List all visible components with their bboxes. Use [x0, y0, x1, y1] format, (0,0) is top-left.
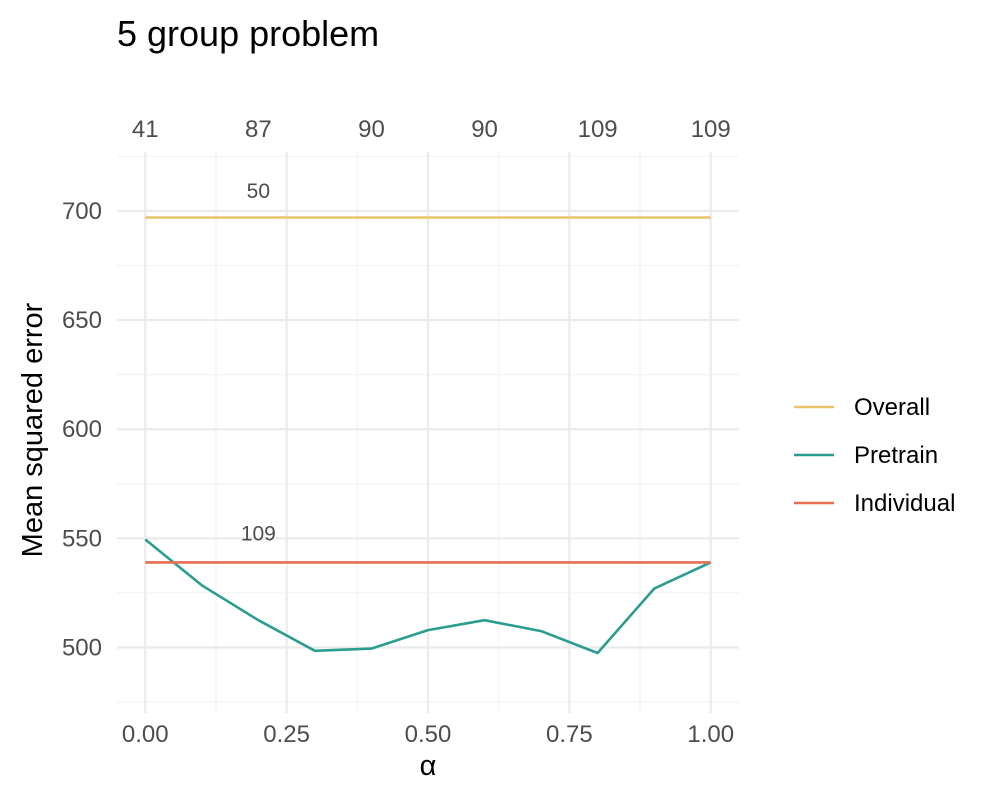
top-axis-label: 109	[578, 116, 618, 143]
y-tick-label: 550	[62, 525, 102, 552]
legend-label-individual: Individual	[854, 490, 955, 517]
top-axis-label: 87	[245, 116, 272, 143]
y-tick-label: 650	[62, 307, 102, 334]
legend-label-pretrain: Pretrain	[854, 442, 938, 469]
legend: Overall Pretrain Individual	[794, 394, 955, 517]
x-tick-label: 1.00	[687, 721, 734, 748]
chart-title: 5 group problem	[117, 13, 379, 54]
y-tick-label: 700	[62, 198, 102, 225]
annotations: 50 109	[241, 180, 276, 546]
grid	[117, 152, 739, 713]
legend-label-overall: Overall	[854, 394, 930, 421]
top-axis: 41 87 90 90 109 109	[132, 116, 731, 143]
top-axis-label: 41	[132, 116, 159, 143]
x-axis-label: α	[420, 750, 437, 782]
y-tick-label: 500	[62, 635, 102, 662]
top-axis-label: 90	[358, 116, 385, 143]
y-tick-label: 600	[62, 416, 102, 443]
top-axis-label: 109	[691, 116, 731, 143]
y-axis-label: Mean squared error	[17, 302, 49, 557]
x-tick-label: 0.25	[263, 721, 310, 748]
x-axis: 0.00 0.25 0.50 0.75 1.00	[122, 721, 734, 748]
y-axis: 500 550 600 650 700	[62, 198, 102, 662]
annotation-label: 109	[241, 523, 276, 546]
x-tick-label: 0.50	[405, 721, 452, 748]
x-tick-label: 0.00	[122, 721, 169, 748]
top-axis-label: 90	[471, 116, 498, 143]
series-line-pretrain	[144, 538, 712, 655]
x-tick-label: 0.75	[546, 721, 593, 748]
annotation-label: 50	[247, 180, 270, 203]
series-lines	[144, 216, 712, 655]
